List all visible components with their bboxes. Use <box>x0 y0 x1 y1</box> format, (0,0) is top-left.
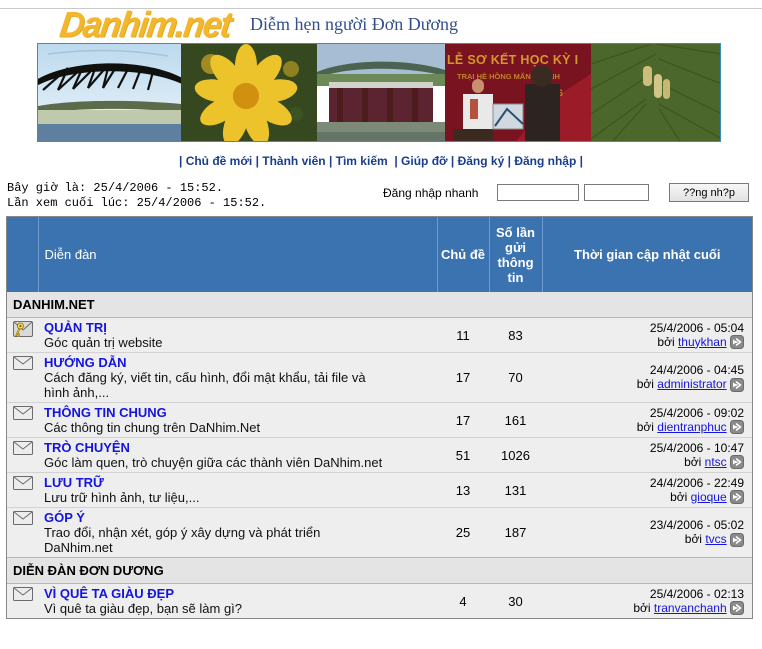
svg-text:LỄ SƠ KẾT HỌC KỲ I: LỄ SƠ KẾT HỌC KỲ I <box>447 52 578 67</box>
